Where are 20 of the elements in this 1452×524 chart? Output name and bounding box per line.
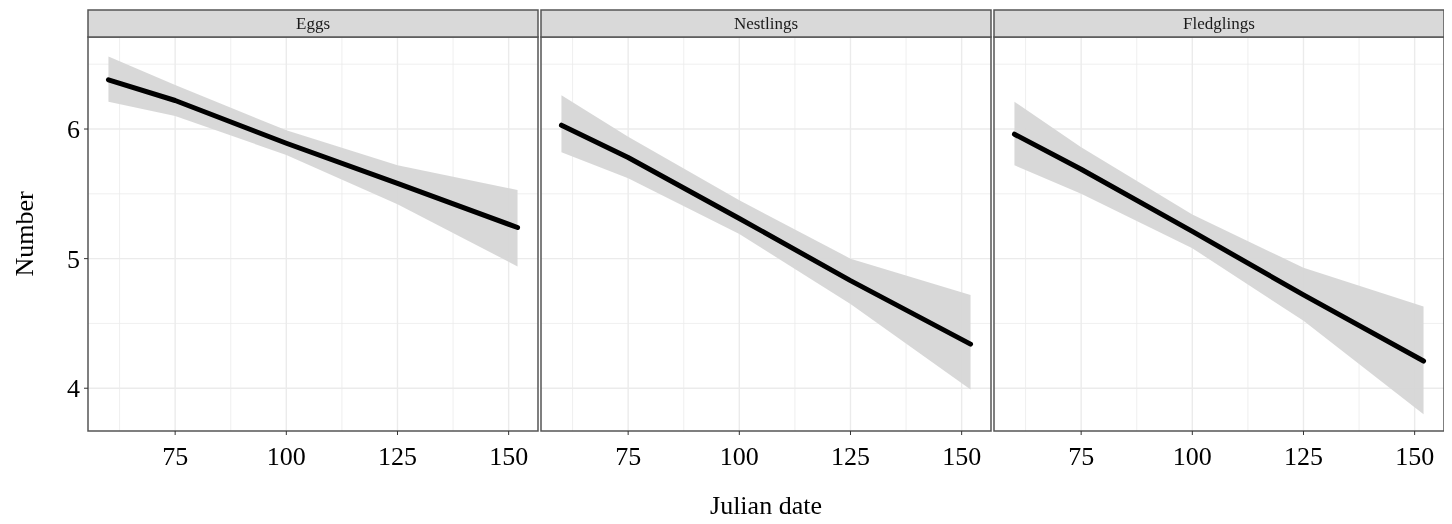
- x-tick-label: 125: [1283, 442, 1323, 471]
- y-tick-label: 4: [67, 374, 80, 404]
- y-tick-label: 6: [67, 115, 80, 145]
- x-tick-label: 150: [489, 442, 529, 471]
- x-tick-label: 125: [830, 442, 870, 471]
- x-tick-label: 125: [377, 442, 417, 471]
- x-tick-label: 100: [1172, 442, 1212, 471]
- x-axis-title: Julian date: [710, 491, 822, 520]
- x-tick-label: 100: [719, 442, 759, 471]
- x-tick-label: 75: [1068, 442, 1095, 471]
- x-tick-label: 150: [942, 442, 982, 471]
- x-tick-label: 75: [615, 442, 642, 471]
- y-axis-title: Number: [10, 191, 39, 277]
- x-tick-label: 100: [266, 442, 306, 471]
- x-tick-label: 150: [1395, 442, 1435, 471]
- x-tick-label: 75: [162, 442, 189, 471]
- y-tick-label: 5: [67, 244, 80, 274]
- chart-title: Fledglings: [1183, 14, 1255, 33]
- chart-title: Nestlings: [733, 14, 799, 33]
- chart-title: Eggs: [296, 14, 330, 33]
